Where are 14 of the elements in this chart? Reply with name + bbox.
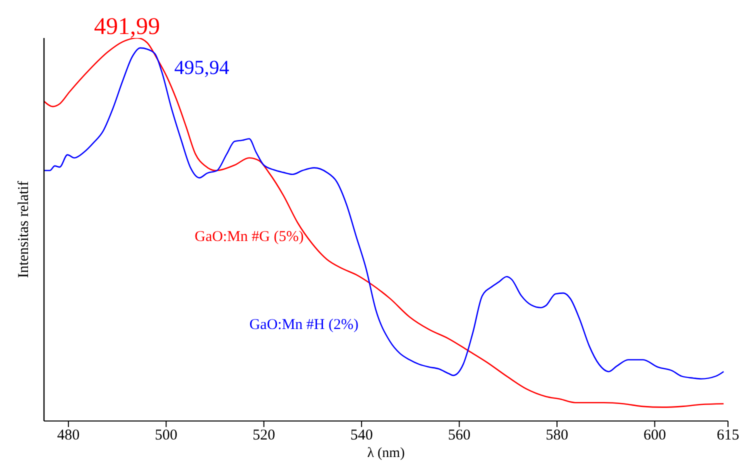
- x-axis-title: λ (nm): [367, 446, 406, 461]
- x-tick-label: 480: [57, 428, 80, 444]
- x-tick-label: 600: [643, 428, 666, 444]
- annotation: 495,94: [174, 56, 230, 79]
- annotation: 491,99: [94, 14, 160, 40]
- y-axis-title: Intensitas relatif: [16, 180, 32, 278]
- x-tick-label: 560: [448, 428, 471, 444]
- x-tick-label: 520: [252, 428, 276, 444]
- x-tick-label: 580: [546, 428, 568, 444]
- series-label: GaO:Mn #H (2%): [249, 317, 358, 334]
- series-label: GaO:Mn #G (5%): [194, 228, 304, 245]
- x-tick-label: 540: [350, 428, 373, 444]
- x-tick-label: 500: [154, 428, 178, 444]
- x-tick-label: 615: [716, 428, 740, 444]
